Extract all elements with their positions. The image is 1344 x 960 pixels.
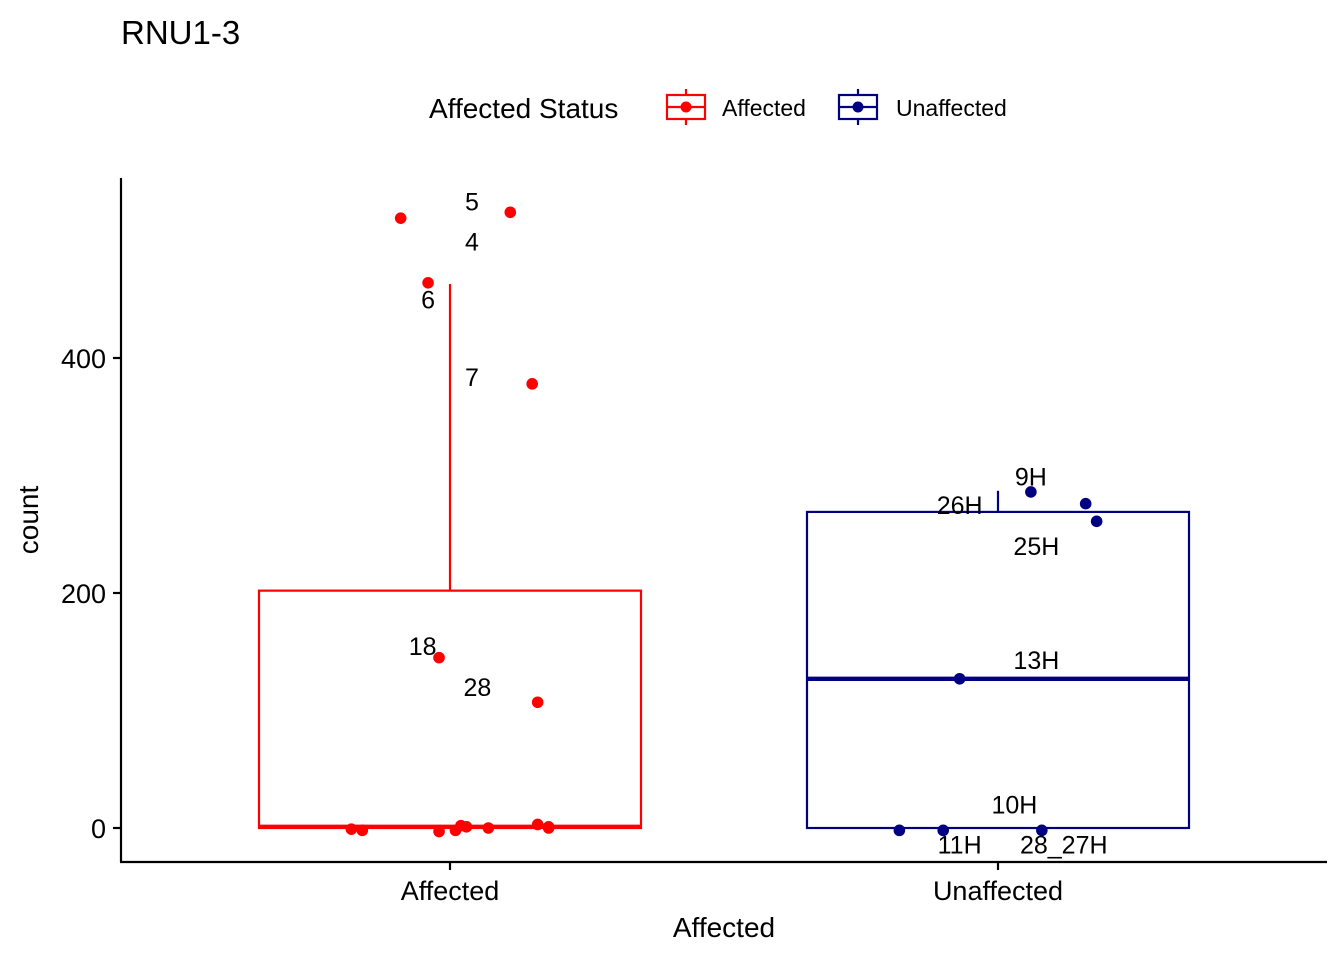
box-iqr	[805, 510, 1191, 830]
data-point-5	[531, 696, 544, 709]
x-tick-label-0: Affected	[401, 876, 500, 906]
point-label-7: 7	[465, 364, 479, 392]
series-affected: 5 4 6 7 18 28	[257, 189, 643, 838]
data-point-2	[1090, 515, 1103, 528]
data-point-4	[893, 824, 906, 837]
chart-title: RNU1-3	[121, 14, 240, 51]
legend-key-unaffected	[837, 89, 879, 125]
point-label-10h: 10H	[992, 792, 1038, 820]
y-tick-label-400: 400	[61, 344, 106, 374]
point-label-6: 6	[421, 286, 435, 314]
legend-key-affected	[665, 89, 707, 125]
x-axis-title: Affected	[673, 912, 775, 943]
y-axis-title: count	[13, 486, 44, 555]
box-iqr	[257, 589, 643, 830]
point-label-9h: 9H	[1015, 464, 1047, 492]
data-point-3	[526, 378, 538, 390]
legend-label-affected: Affected	[722, 95, 806, 121]
axes: 0 200 400 Affected Unaffected	[61, 344, 1063, 906]
data-point-7	[356, 824, 369, 837]
data-point-0	[1025, 486, 1037, 498]
point-label-25h: 25H	[1013, 533, 1059, 561]
point-label-4: 4	[465, 229, 479, 257]
data-point-5	[937, 824, 949, 837]
data-point-1	[1079, 497, 1092, 510]
data-point-0	[394, 212, 407, 224]
data-point-4	[433, 651, 445, 664]
data-point-13	[531, 818, 544, 831]
point-label-13h: 13H	[1013, 647, 1059, 675]
data-point-15	[542, 821, 555, 833]
legend-label-unaffected: Unaffected	[896, 95, 1007, 121]
data-point-3	[953, 672, 966, 685]
point-label-26h: 26H	[937, 492, 983, 520]
data-point-1	[504, 206, 517, 219]
y-tick-label-0: 0	[91, 814, 106, 844]
series-unaffected: 9H 26H 25H 13H 10H 11H 28_27H	[805, 464, 1191, 859]
point-label-28: 28	[463, 674, 491, 702]
point-label-28-27h: 28_27H	[1020, 831, 1108, 859]
legend: Affected Status Affected Unaffected	[429, 89, 1007, 125]
data-point-2	[422, 277, 434, 289]
data-point-11	[460, 821, 473, 833]
x-tick-label-1: Unaffected	[933, 876, 1063, 906]
data-point-12	[482, 822, 495, 834]
point-label-5: 5	[465, 189, 479, 217]
y-tick-label-200: 200	[61, 579, 106, 609]
data-point-6	[1036, 824, 1048, 837]
plot-area: 5 4 6 7 18 28 9H 26H 25H 13H 10H 11H 28_27H	[257, 189, 1191, 859]
point-label-11h: 11H	[938, 831, 982, 859]
legend-title: Affected Status	[429, 93, 618, 124]
data-point-6	[345, 823, 358, 835]
point-label-18: 18	[409, 633, 437, 661]
data-point-8	[433, 825, 445, 838]
